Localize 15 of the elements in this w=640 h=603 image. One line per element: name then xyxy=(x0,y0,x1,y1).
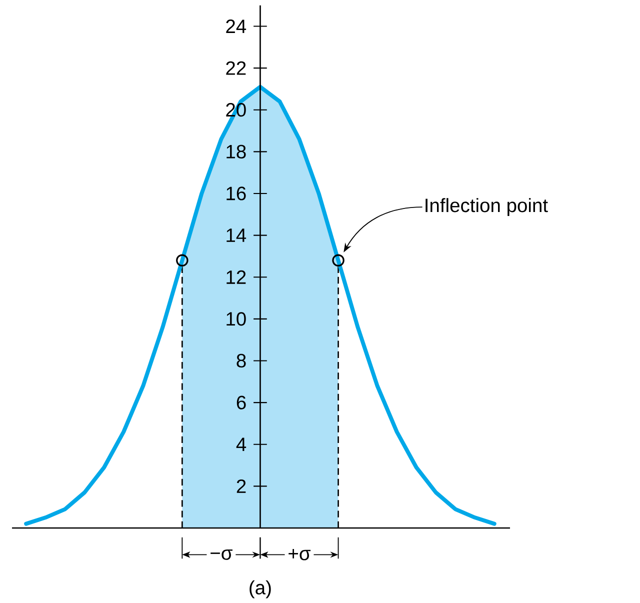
y-tick-label: 2 xyxy=(236,480,246,494)
text: +σ xyxy=(288,549,311,560)
y-tick-label: 4 xyxy=(236,438,246,452)
y-tick-label: 24 xyxy=(226,20,246,34)
y-tick-label: 6 xyxy=(236,396,246,410)
y-tick-label: 22 xyxy=(226,61,246,75)
y-tick-label: 8 xyxy=(236,354,246,368)
annotation: Inflection point xyxy=(426,198,548,216)
y-tick-label: 14 xyxy=(226,228,246,242)
y-tick-label: 18 xyxy=(226,145,246,159)
y-tick-label: 12 xyxy=(226,270,246,284)
text: (a) xyxy=(250,580,271,598)
y-tick-label: 16 xyxy=(226,186,246,200)
y-tick-label: 10 xyxy=(226,312,246,326)
text: −σ xyxy=(210,550,232,560)
